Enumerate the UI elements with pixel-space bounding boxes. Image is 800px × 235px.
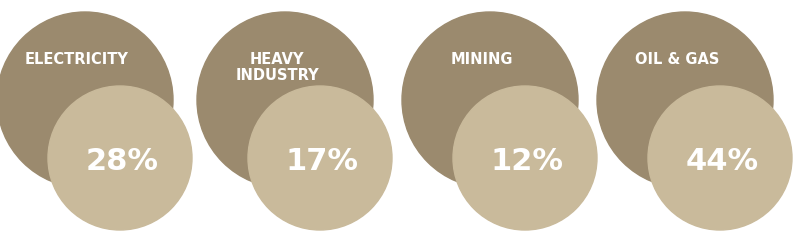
Circle shape xyxy=(402,12,578,188)
Text: ELECTRICITY: ELECTRICITY xyxy=(25,52,129,67)
Text: MINING: MINING xyxy=(450,52,514,67)
Circle shape xyxy=(453,86,597,230)
Circle shape xyxy=(597,12,773,188)
Text: 12%: 12% xyxy=(490,148,563,176)
Circle shape xyxy=(197,12,373,188)
Text: OIL & GAS: OIL & GAS xyxy=(635,52,719,67)
Text: 17%: 17% xyxy=(286,148,358,176)
Text: 44%: 44% xyxy=(686,148,758,176)
Circle shape xyxy=(0,12,173,188)
Circle shape xyxy=(648,86,792,230)
Text: HEAVY
INDUSTRY: HEAVY INDUSTRY xyxy=(235,52,319,83)
Circle shape xyxy=(248,86,392,230)
Text: 28%: 28% xyxy=(86,148,158,176)
Circle shape xyxy=(48,86,192,230)
